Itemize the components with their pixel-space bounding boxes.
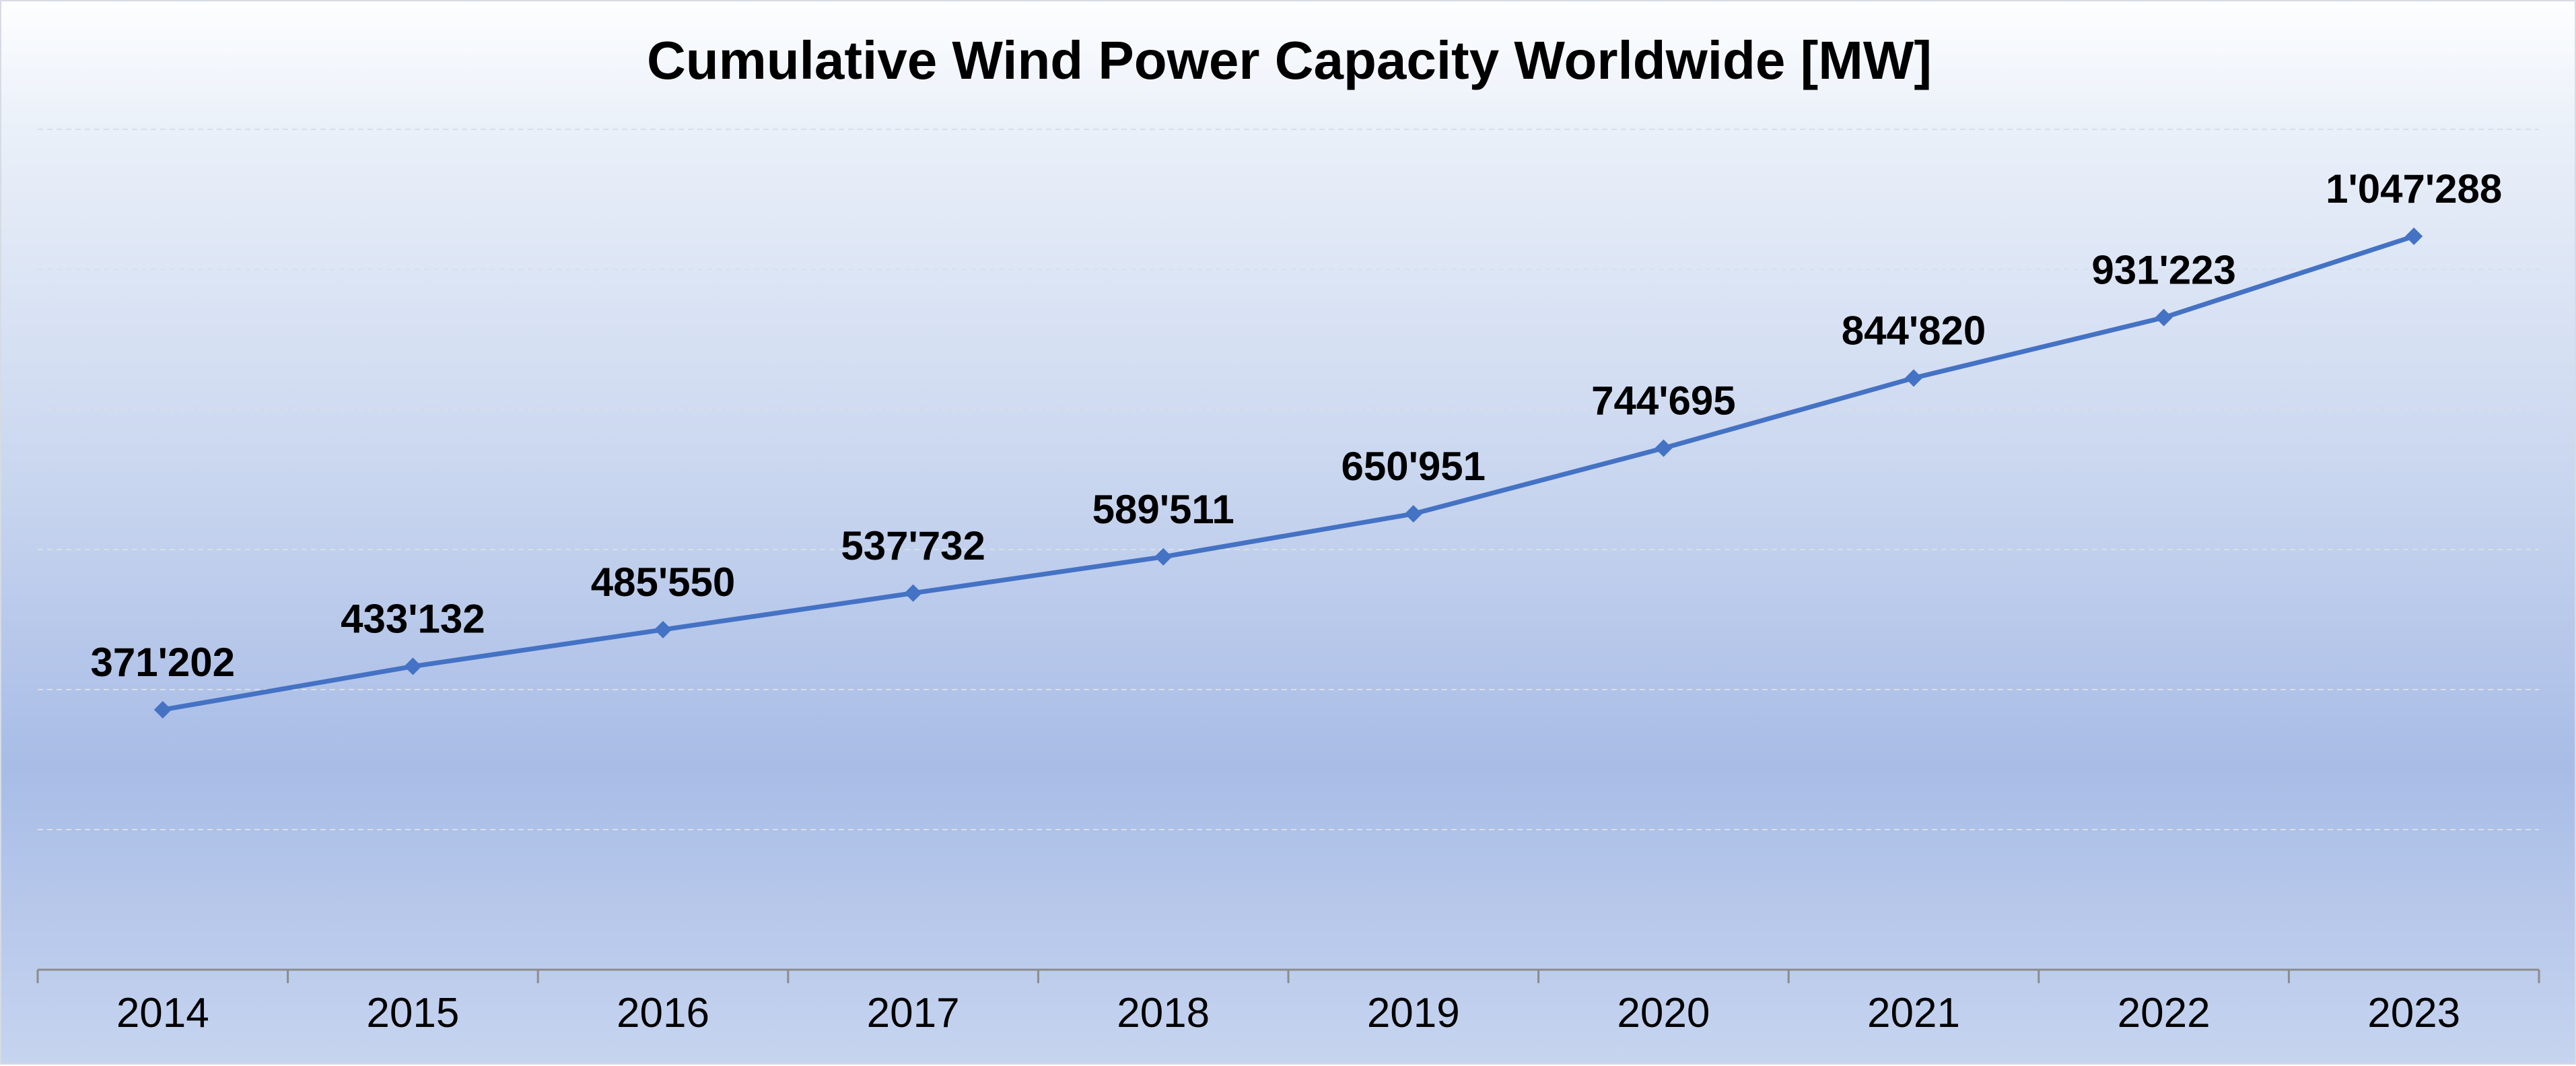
x-tick-label: 2021: [1867, 990, 1960, 1036]
data-label: 485'550: [591, 560, 735, 605]
data-point-marker: [1404, 505, 1422, 523]
x-tick-label: 2019: [1367, 990, 1460, 1036]
x-tick-label: 2015: [366, 990, 459, 1036]
data-label: 537'732: [841, 523, 985, 568]
data-label: 433'132: [341, 597, 485, 642]
x-tick-label: 2016: [617, 990, 709, 1036]
data-point-marker: [404, 657, 422, 675]
data-point-marker: [2405, 227, 2423, 245]
data-label: 371'202: [91, 640, 235, 685]
x-tick-label: 2014: [116, 990, 209, 1036]
data-label: 650'951: [1342, 444, 1486, 489]
x-tick-label: 2020: [1617, 990, 1710, 1036]
series-line: [160, 234, 2416, 712]
data-label: 931'223: [2091, 248, 2235, 293]
x-tick-label: 2017: [867, 990, 960, 1036]
x-tick-label: 2018: [1117, 990, 1210, 1036]
data-label: 744'695: [1591, 378, 1735, 424]
data-point-marker: [904, 584, 922, 602]
data-label: 589'511: [1092, 487, 1234, 532]
data-label: 1'047'288: [2326, 166, 2502, 211]
chart-title: Cumulative Wind Power Capacity Worldwide…: [646, 30, 1933, 90]
x-tick-label: 2022: [2118, 990, 2211, 1036]
data-point-marker: [1905, 369, 1922, 387]
data-label: 844'820: [1842, 308, 1986, 353]
data-point-marker: [153, 700, 172, 719]
data-point-marker: [654, 621, 672, 639]
data-point-marker: [2155, 308, 2173, 327]
x-tick-label: 2023: [2367, 990, 2460, 1036]
data-point-marker: [1154, 547, 1173, 566]
data-point-marker: [1655, 439, 1673, 457]
